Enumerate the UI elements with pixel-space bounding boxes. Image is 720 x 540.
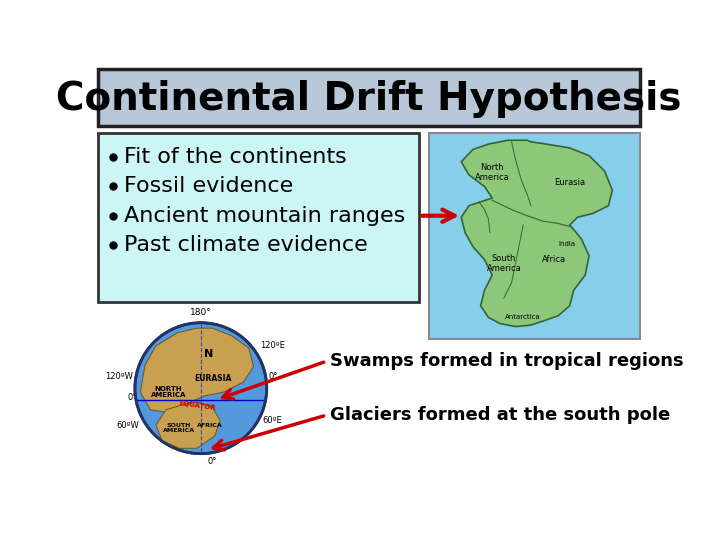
Text: Fit of the continents: Fit of the continents [124, 147, 347, 167]
Text: Swamps formed in tropical regions: Swamps formed in tropical regions [330, 352, 684, 370]
Text: 0°: 0° [127, 393, 137, 402]
Text: Antarctica: Antarctica [505, 314, 541, 320]
Text: 60ºW: 60ºW [116, 421, 139, 430]
FancyBboxPatch shape [98, 132, 419, 302]
Text: 0°: 0° [208, 457, 217, 467]
Text: India: India [559, 241, 576, 247]
Text: Africa: Africa [542, 255, 567, 264]
Text: 120ºW: 120ºW [106, 372, 133, 381]
Text: Past climate evidence: Past climate evidence [124, 235, 368, 255]
Text: AFRICA: AFRICA [197, 423, 223, 428]
Text: Continental Drift Hypothesis: Continental Drift Hypothesis [56, 80, 682, 118]
FancyBboxPatch shape [429, 132, 640, 339]
Text: NORTH
AMERICA: NORTH AMERICA [150, 386, 186, 399]
Text: Fossil evidence: Fossil evidence [124, 177, 293, 197]
Text: 120ºE: 120ºE [261, 341, 285, 350]
Text: Eurasia: Eurasia [554, 178, 585, 187]
Text: South
America: South America [487, 254, 521, 273]
FancyBboxPatch shape [98, 69, 640, 126]
Polygon shape [140, 328, 253, 413]
Text: EQUATOR: EQUATOR [178, 400, 216, 411]
Text: Glaciers formed at the south pole: Glaciers formed at the south pole [330, 406, 670, 424]
Text: SOUTH
AMERICA: SOUTH AMERICA [163, 423, 195, 434]
Polygon shape [462, 140, 612, 327]
Text: Ancient mountain ranges: Ancient mountain ranges [124, 206, 405, 226]
Polygon shape [156, 402, 220, 448]
Text: N: N [204, 348, 213, 359]
Text: 180°: 180° [190, 308, 212, 316]
Text: 60ºE: 60ºE [263, 416, 282, 425]
Text: EURASIA: EURASIA [194, 374, 231, 383]
Text: 0°: 0° [269, 372, 278, 381]
Text: North
America: North America [475, 163, 510, 183]
Circle shape [135, 323, 266, 454]
